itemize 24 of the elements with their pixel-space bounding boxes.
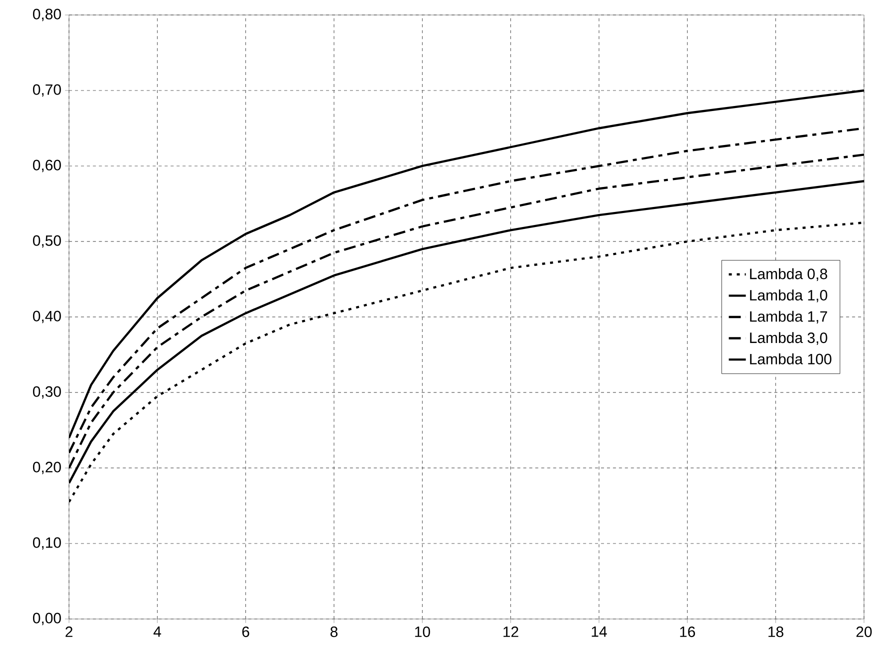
x-tick-label: 16 [680,626,695,638]
x-tick-label: 8 [330,626,338,638]
y-tick-label: 0,70 [32,84,61,97]
x-tick-label: 2 [66,626,72,637]
x-tick-label: 18 [768,626,784,638]
y-tick-label: 0,80 [32,8,61,22]
legend-label: Lambda 1,0 [750,290,828,302]
y-tick-label: 0,10 [32,537,61,550]
x-tick-label: 4 [154,626,162,637]
y-tick-label: 0,00 [32,612,61,626]
y-tick-label: 0,20 [32,462,61,474]
x-tick-label: 14 [592,626,607,637]
y-tick-label: 0,60 [32,160,61,172]
x-tick-label: 20 [856,626,872,638]
legend-label: Lambda 100 [750,353,832,364]
x-tick-label: 6 [242,626,250,638]
legend-label: Lambda 3,0 [750,332,828,345]
x-tick-label: 10 [415,626,430,638]
x-tick-label: 12 [504,626,518,637]
y-tick-label: 0,30 [32,386,61,399]
legend-label: Lambda 1,7 [750,310,828,324]
y-tick-label: 0,40 [32,310,61,324]
legend-label: Lambda 0,8 [750,268,828,281]
y-tick-label: 0,50 [32,235,61,248]
